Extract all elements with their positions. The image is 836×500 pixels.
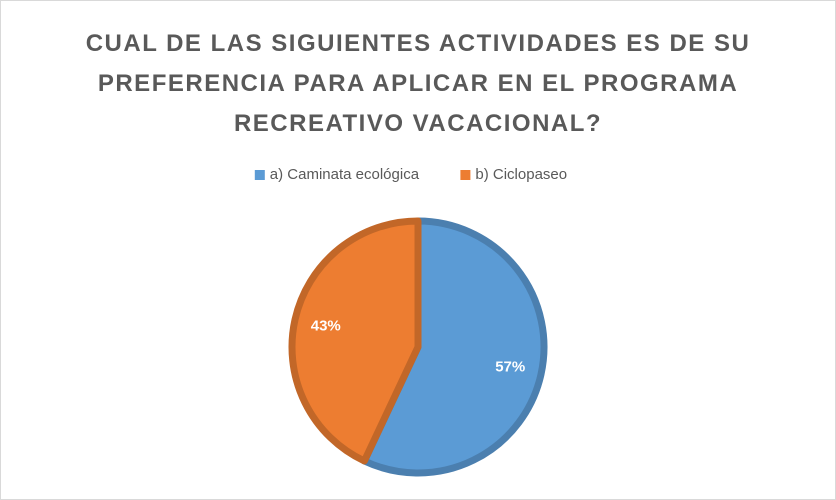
legend-label: a) Caminata ecológica: [270, 166, 420, 183]
legend-label: b) Ciclopaseo: [475, 166, 567, 183]
pie-slice: [360, 217, 548, 477]
legend-swatch: [254, 170, 265, 180]
data-label: 43%: [311, 317, 341, 334]
pie-slice: [288, 217, 422, 465]
data-label: 57%: [495, 359, 525, 376]
legend-swatch: [460, 170, 471, 180]
chart-title: CUAL DE LAS SIGUIENTES ACTIVIDADES ES DE…: [85, 30, 751, 137]
